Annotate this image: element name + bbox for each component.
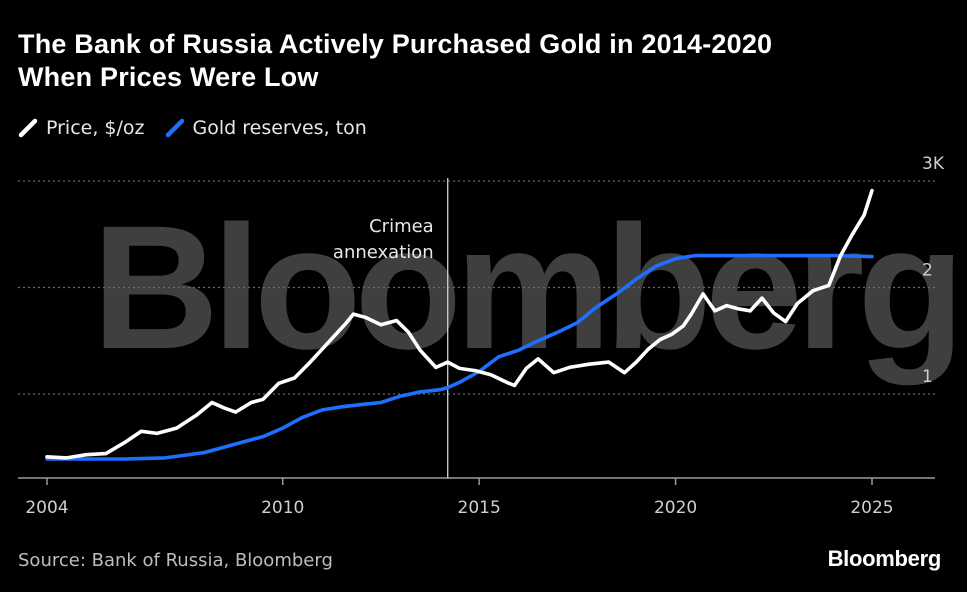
legend-item-price: Price, $/oz bbox=[18, 117, 145, 139]
x-tick-label: 2025 bbox=[850, 498, 893, 518]
x-axis-tick-marks bbox=[46, 478, 873, 485]
y-tick-label: 2 bbox=[922, 261, 933, 281]
source-note: Source: Bank of Russia, Bloomberg bbox=[18, 550, 333, 571]
y-axis-tick-labels: 1 2 3K bbox=[922, 154, 945, 387]
legend-swatch-reserves-icon bbox=[165, 118, 184, 138]
legend-label-gold-reserves: Gold reserves, ton bbox=[192, 117, 367, 139]
series-layer bbox=[45, 188, 874, 461]
legend-item-gold-reserves: Gold reserves, ton bbox=[165, 117, 367, 139]
annotation-text-line-1: Crimea bbox=[369, 216, 434, 237]
legend-swatch-price-icon bbox=[18, 118, 38, 138]
grid-lines bbox=[18, 180, 935, 395]
chart-title-line-2: When Prices Were Low bbox=[18, 62, 319, 92]
bloomberg-logo: Bloomberg bbox=[827, 546, 942, 571]
gold-reserves-line bbox=[45, 253, 874, 461]
x-tick-label: 2010 bbox=[261, 498, 304, 518]
y-tick-label: 3K bbox=[922, 154, 945, 174]
x-tick-label: 2015 bbox=[458, 498, 501, 518]
price-line bbox=[45, 188, 874, 460]
annotation-text-line-2: annexation bbox=[333, 242, 434, 263]
y-tick-label: 1 bbox=[922, 367, 933, 387]
x-tick-label: 2004 bbox=[25, 498, 68, 518]
x-tick-label: 2020 bbox=[654, 498, 697, 518]
chart-title-line-1: The Bank of Russia Actively Purchased Go… bbox=[18, 29, 773, 59]
x-axis-tick-labels: 2004 2010 2015 2020 2025 bbox=[25, 498, 893, 518]
legend-label-price: Price, $/oz bbox=[46, 117, 145, 139]
chart-legend: Price, $/oz Gold reserves, ton bbox=[18, 114, 387, 142]
chart-title: The Bank of Russia Actively Purchased Go… bbox=[18, 28, 938, 94]
